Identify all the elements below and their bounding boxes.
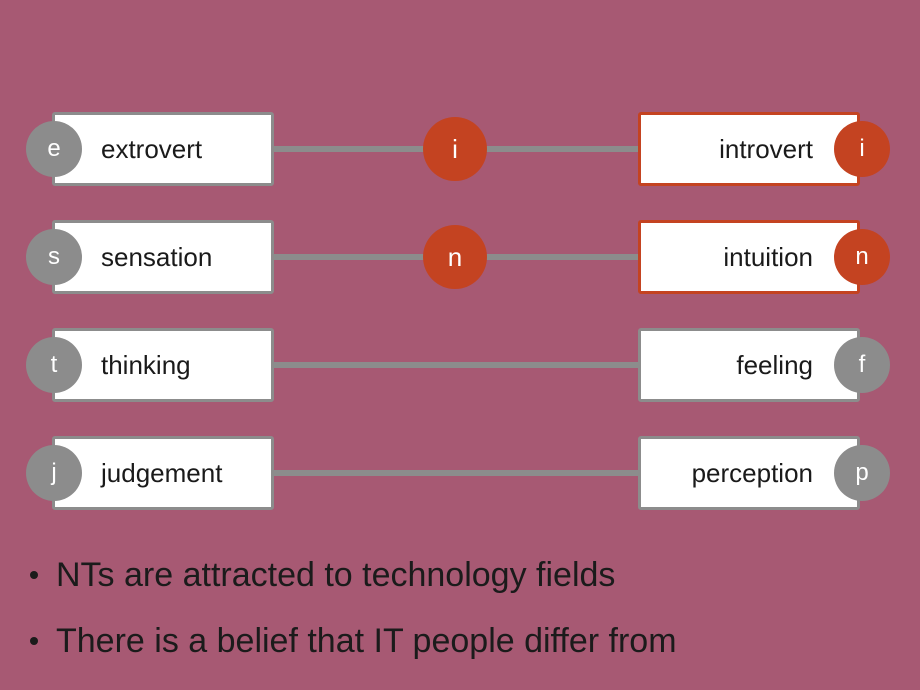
bullet-item: NTs are attracted to technology fields — [30, 558, 677, 592]
trait-letter-circle: s — [26, 229, 82, 285]
trait-label: judgement — [101, 458, 222, 489]
trait-box-left: thinking — [52, 328, 274, 402]
trait-label: introvert — [719, 134, 813, 165]
trait-box-left: judgement — [52, 436, 274, 510]
bullet-list: NTs are attracted to technology fields Th… — [30, 558, 677, 690]
trait-box-left: sensation — [52, 220, 274, 294]
slide: extrovert e introvert i i sensation s intuition… — [0, 0, 920, 690]
trait-letter-circle: j — [26, 445, 82, 501]
trait-letter: i — [452, 134, 458, 165]
trait-letter: n — [855, 243, 868, 271]
trait-box-right: introvert — [638, 112, 860, 186]
center-letter-circle: i — [423, 117, 487, 181]
trait-letter: s — [48, 243, 60, 271]
trait-letter: t — [51, 351, 58, 379]
trait-letter-circle: e — [26, 121, 82, 177]
trait-label: sensation — [101, 242, 212, 273]
bullet-dot-icon — [30, 571, 38, 579]
diagram-row: sensation s intuition n n — [0, 220, 920, 294]
trait-label: perception — [692, 458, 813, 489]
bullet-text: There is a belief that IT people differ … — [56, 624, 677, 658]
bullet-dot-icon — [30, 637, 38, 645]
trait-letter: e — [47, 135, 60, 163]
diagram-row: thinking t feeling f — [0, 328, 920, 402]
trait-label: feeling — [736, 350, 813, 381]
center-letter-circle: n — [423, 225, 487, 289]
trait-letter: j — [51, 459, 56, 487]
trait-box-right: intuition — [638, 220, 860, 294]
trait-letter-circle: n — [834, 229, 890, 285]
trait-label: intuition — [723, 242, 813, 273]
diagram-row: judgement j perception p — [0, 436, 920, 510]
trait-letter-circle: p — [834, 445, 890, 501]
diagram-row: extrovert e introvert i i — [0, 112, 920, 186]
trait-letter: i — [859, 135, 864, 163]
trait-box-right: perception — [638, 436, 860, 510]
bullet-text: NTs are attracted to technology fields — [56, 558, 615, 592]
trait-label: extrovert — [101, 134, 202, 165]
trait-box-right: feeling — [638, 328, 860, 402]
trait-letter-circle: f — [834, 337, 890, 393]
trait-label: thinking — [101, 350, 191, 381]
trait-letter-circle: i — [834, 121, 890, 177]
trait-letter-circle: t — [26, 337, 82, 393]
trait-letter: n — [448, 242, 462, 273]
connector-line — [274, 362, 638, 368]
trait-letter: f — [859, 351, 866, 379]
trait-box-left: extrovert — [52, 112, 274, 186]
connector-line — [274, 470, 638, 476]
bullet-item: There is a belief that IT people differ … — [30, 624, 677, 658]
trait-letter: p — [855, 459, 868, 487]
